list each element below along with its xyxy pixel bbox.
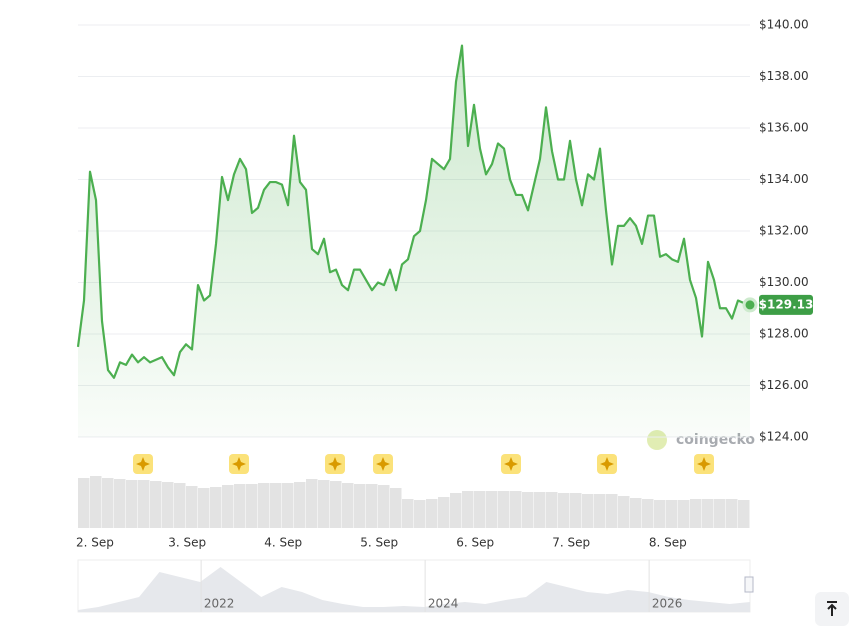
volume-bar [714, 499, 726, 528]
arrow-icon [827, 601, 837, 616]
volume-bar [642, 499, 654, 528]
x-tick-label: 2. Sep [76, 536, 114, 550]
price-badge [759, 294, 813, 315]
navigator-handle [744, 576, 754, 593]
volume-bar [102, 478, 114, 528]
volume-bar [534, 492, 546, 528]
y-tick-label: $132.00 [759, 224, 809, 238]
volume-bar [426, 499, 438, 528]
event-star [376, 457, 390, 471]
y-tick-label: $138.00 [759, 69, 809, 83]
price-area [78, 45, 750, 437]
volume-bar [186, 486, 198, 528]
volume-bar [126, 480, 138, 528]
price-line [76, 44, 751, 379]
y-tick-label: $140.00 [759, 18, 809, 32]
navigator-year: 2024 [428, 597, 459, 611]
scroll-top-button[interactable] [815, 592, 849, 626]
y-tick-label: $128.00 [759, 327, 809, 341]
volume-bar [690, 499, 702, 528]
volume-bar [306, 479, 318, 528]
volume-bar [90, 476, 102, 528]
y-tick-label: $134.00 [759, 172, 809, 186]
volume-bar [402, 499, 414, 528]
volume-bar [138, 480, 150, 528]
x-tick-label: 3. Sep [168, 536, 206, 550]
x-tick-label: 7. Sep [552, 536, 590, 550]
volume-bar [330, 481, 342, 528]
event-star [136, 457, 150, 471]
volume-bar [378, 485, 390, 528]
volume-bar [318, 480, 330, 528]
volume-bar [438, 497, 450, 528]
volume-bar [522, 492, 534, 528]
volume-bar [618, 496, 630, 528]
volume-bar [354, 484, 366, 528]
volume-bar [222, 485, 234, 528]
volume-bar [510, 491, 522, 528]
y-tick-label: $124.00 [759, 430, 809, 444]
event-star [600, 457, 614, 471]
volume-bar [258, 483, 270, 528]
event-star [232, 457, 246, 471]
x-tick-label: 8. Sep [649, 536, 687, 550]
last-point [742, 297, 758, 313]
volume-bar [558, 493, 570, 528]
volume-bar [270, 483, 282, 528]
x-tick-label: 4. Sep [264, 536, 302, 550]
volume-bar [150, 481, 162, 528]
volume-bar [726, 499, 738, 528]
event-star [328, 457, 342, 471]
volume-bar [666, 500, 678, 528]
volume-bar [678, 500, 690, 528]
volume-bar [594, 494, 606, 528]
volume-bar [210, 487, 222, 528]
volume-bar [582, 494, 594, 528]
volume-bar [282, 483, 294, 528]
event-star [504, 457, 518, 471]
y-tick-label: $136.00 [759, 121, 809, 135]
navigator-year: 2022 [204, 597, 235, 611]
volume-bar [198, 488, 210, 528]
volume-bar [390, 488, 402, 528]
volume-bar [78, 478, 90, 528]
volume-bar [630, 498, 642, 528]
volume-bar [114, 479, 126, 528]
event-star [697, 457, 711, 471]
y-tick-label: $130.00 [759, 275, 809, 289]
volume-bar [174, 483, 186, 528]
event-markers [133, 454, 714, 474]
volume-bar [366, 484, 378, 528]
volume-bar [462, 491, 474, 528]
volume-bar [294, 482, 306, 528]
volume-bar [246, 484, 258, 528]
volume-bar [234, 484, 246, 528]
x-tick-label: 5. Sep [360, 536, 398, 550]
volume-bar [654, 500, 666, 528]
volume-bar [342, 483, 354, 528]
navigator-year: 2026 [652, 597, 683, 611]
volume-bar [498, 491, 510, 528]
volume-bar [474, 491, 486, 528]
volume-bar [702, 499, 714, 528]
volume-bar [546, 492, 558, 528]
volume-bar [450, 493, 462, 528]
volume-bar [606, 494, 618, 528]
x-tick-label: 6. Sep [456, 536, 494, 550]
price-badge-label: $129.13 [759, 297, 814, 311]
volume-bar [486, 491, 498, 528]
volume-bar [738, 500, 750, 528]
navigator-area [78, 567, 750, 612]
volume-bar [570, 493, 582, 528]
volume-bar [162, 482, 174, 528]
volume-bar [414, 500, 426, 528]
y-tick-label: $126.00 [759, 378, 809, 392]
